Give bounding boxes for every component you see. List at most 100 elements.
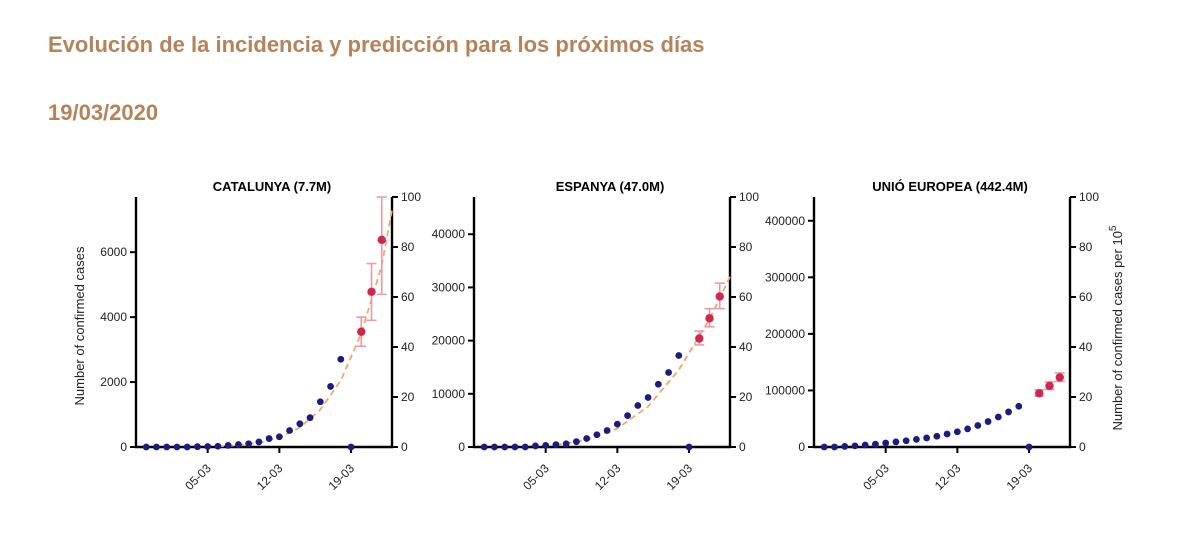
observed-point [173, 443, 181, 451]
y2-tick-label: 100 [401, 190, 421, 204]
observed-point [337, 355, 345, 363]
observed-point [296, 420, 304, 428]
x-tick-label: 05-03 [520, 461, 552, 493]
observed-point [964, 425, 971, 433]
y-axis-label: Number of confirmed cases [72, 246, 87, 405]
observed-point [984, 418, 992, 425]
observed-point [665, 369, 672, 376]
y2-tick-label: 100 [1079, 190, 1099, 204]
y2-axis-label: Number of confirmed cases per 105 [1108, 225, 1125, 430]
panel-title: ESPANYA (47.0M) [556, 179, 665, 194]
y-tick-label: 200000 [765, 327, 805, 341]
observed-point [685, 443, 693, 451]
panel-title: UNIÓ EUROPEA (442.4M) [872, 179, 1028, 194]
y-tick-label: 0 [798, 440, 805, 454]
observed-point [933, 432, 941, 440]
y2-axis-label-superscript: 5 [1108, 225, 1119, 231]
observed-point [654, 380, 662, 388]
y2-tick-label: 60 [1079, 290, 1093, 304]
y-tick-label: 6000 [100, 245, 127, 259]
observed-point [183, 443, 191, 451]
observed-point [872, 440, 879, 448]
observed-point [861, 441, 869, 449]
observed-point [583, 435, 591, 442]
observed-point [613, 420, 621, 428]
y2-tick-label: 80 [739, 240, 753, 254]
y-tick-label: 30000 [432, 280, 466, 294]
observed-point [882, 439, 890, 447]
observed-point [286, 427, 293, 434]
x-tick-label: 19-03 [1004, 461, 1036, 493]
page-date: 19/03/2020 [48, 100, 159, 125]
observed-point [521, 443, 529, 451]
y-tick-label: 2000 [100, 375, 127, 389]
y2-tick-label: 20 [739, 390, 753, 404]
predicted-point [377, 235, 386, 245]
y2-tick-label: 60 [401, 290, 415, 304]
predicted-point [1045, 381, 1054, 391]
observed-point [255, 438, 263, 446]
y2-tick-label: 40 [739, 340, 753, 354]
chart-panel-espanya: ESPANYA (47.0M) 0 10000 20000 30000 40000 0 20 4… [432, 179, 760, 493]
x-tick-label: 12-03 [932, 461, 964, 493]
x-tick-label: 12-03 [592, 461, 624, 493]
observed-point [994, 413, 1002, 421]
observed-point [245, 440, 253, 448]
observed-point [491, 443, 498, 451]
y2-tick-label: 40 [1079, 340, 1093, 354]
y2-tick-label: 20 [401, 390, 415, 404]
observed-point [306, 414, 314, 422]
predicted-point [357, 327, 366, 336]
predicted-point [715, 292, 724, 301]
chart-panel-unio-europea: UNIÓ EUROPEA (442.4M) 0 100000 200000 300000… [765, 179, 1125, 493]
observed-point [593, 431, 601, 439]
observed-point [542, 442, 550, 449]
observed-point [831, 443, 838, 451]
x-tick-label: 19-03 [664, 461, 696, 493]
y2-tick-label: 60 [739, 290, 753, 304]
page-title: Evolución de la incidencia y predicción … [48, 32, 705, 57]
observed-point [235, 441, 242, 448]
y-tick-label: 400000 [765, 214, 805, 228]
y-tick-label: 40000 [432, 227, 466, 241]
y2-tick-label: 0 [739, 440, 746, 454]
observed-point [923, 434, 931, 442]
y2-tick-label: 0 [401, 440, 408, 454]
predicted-point [1035, 389, 1044, 398]
observed-point [953, 428, 961, 436]
observed-point [214, 442, 222, 450]
y2-tick-label: 80 [401, 240, 415, 254]
observed-point [532, 442, 539, 450]
y2-tick-label: 80 [1079, 240, 1093, 254]
observed-point [913, 435, 920, 443]
predicted-point [367, 287, 376, 297]
y2-tick-label: 0 [1079, 440, 1086, 454]
observed-point [1025, 443, 1033, 451]
y-tick-label: 300000 [765, 270, 805, 284]
chart-panel-catalunya: CATALUNYA (7.7M) 0 2000 4000 6000 0 20 40 60 80 10… [72, 179, 421, 493]
predicted-point [695, 334, 704, 343]
x-tick-label: 05-03 [860, 461, 892, 493]
observed-point [265, 435, 273, 442]
observed-point [153, 443, 160, 451]
observed-point [902, 437, 910, 445]
y-tick-label: 0 [458, 440, 465, 454]
y2-tick-label: 20 [1079, 390, 1093, 404]
observed-point [224, 442, 232, 449]
observed-point [603, 427, 611, 434]
predicted-point [705, 314, 714, 323]
x-tick-label: 05-03 [182, 461, 214, 493]
observed-point [974, 422, 982, 429]
fit-line [217, 209, 393, 448]
observed-point [204, 443, 212, 450]
observed-point [194, 443, 201, 451]
observed-point [644, 394, 652, 401]
observed-point [163, 443, 171, 451]
observed-point [820, 443, 828, 451]
y2-tick-label: 40 [401, 340, 415, 354]
observed-point [316, 398, 324, 406]
panel-title: CATALUNYA (7.7M) [213, 179, 331, 194]
predicted-point [1055, 373, 1064, 382]
observed-point [573, 438, 580, 446]
